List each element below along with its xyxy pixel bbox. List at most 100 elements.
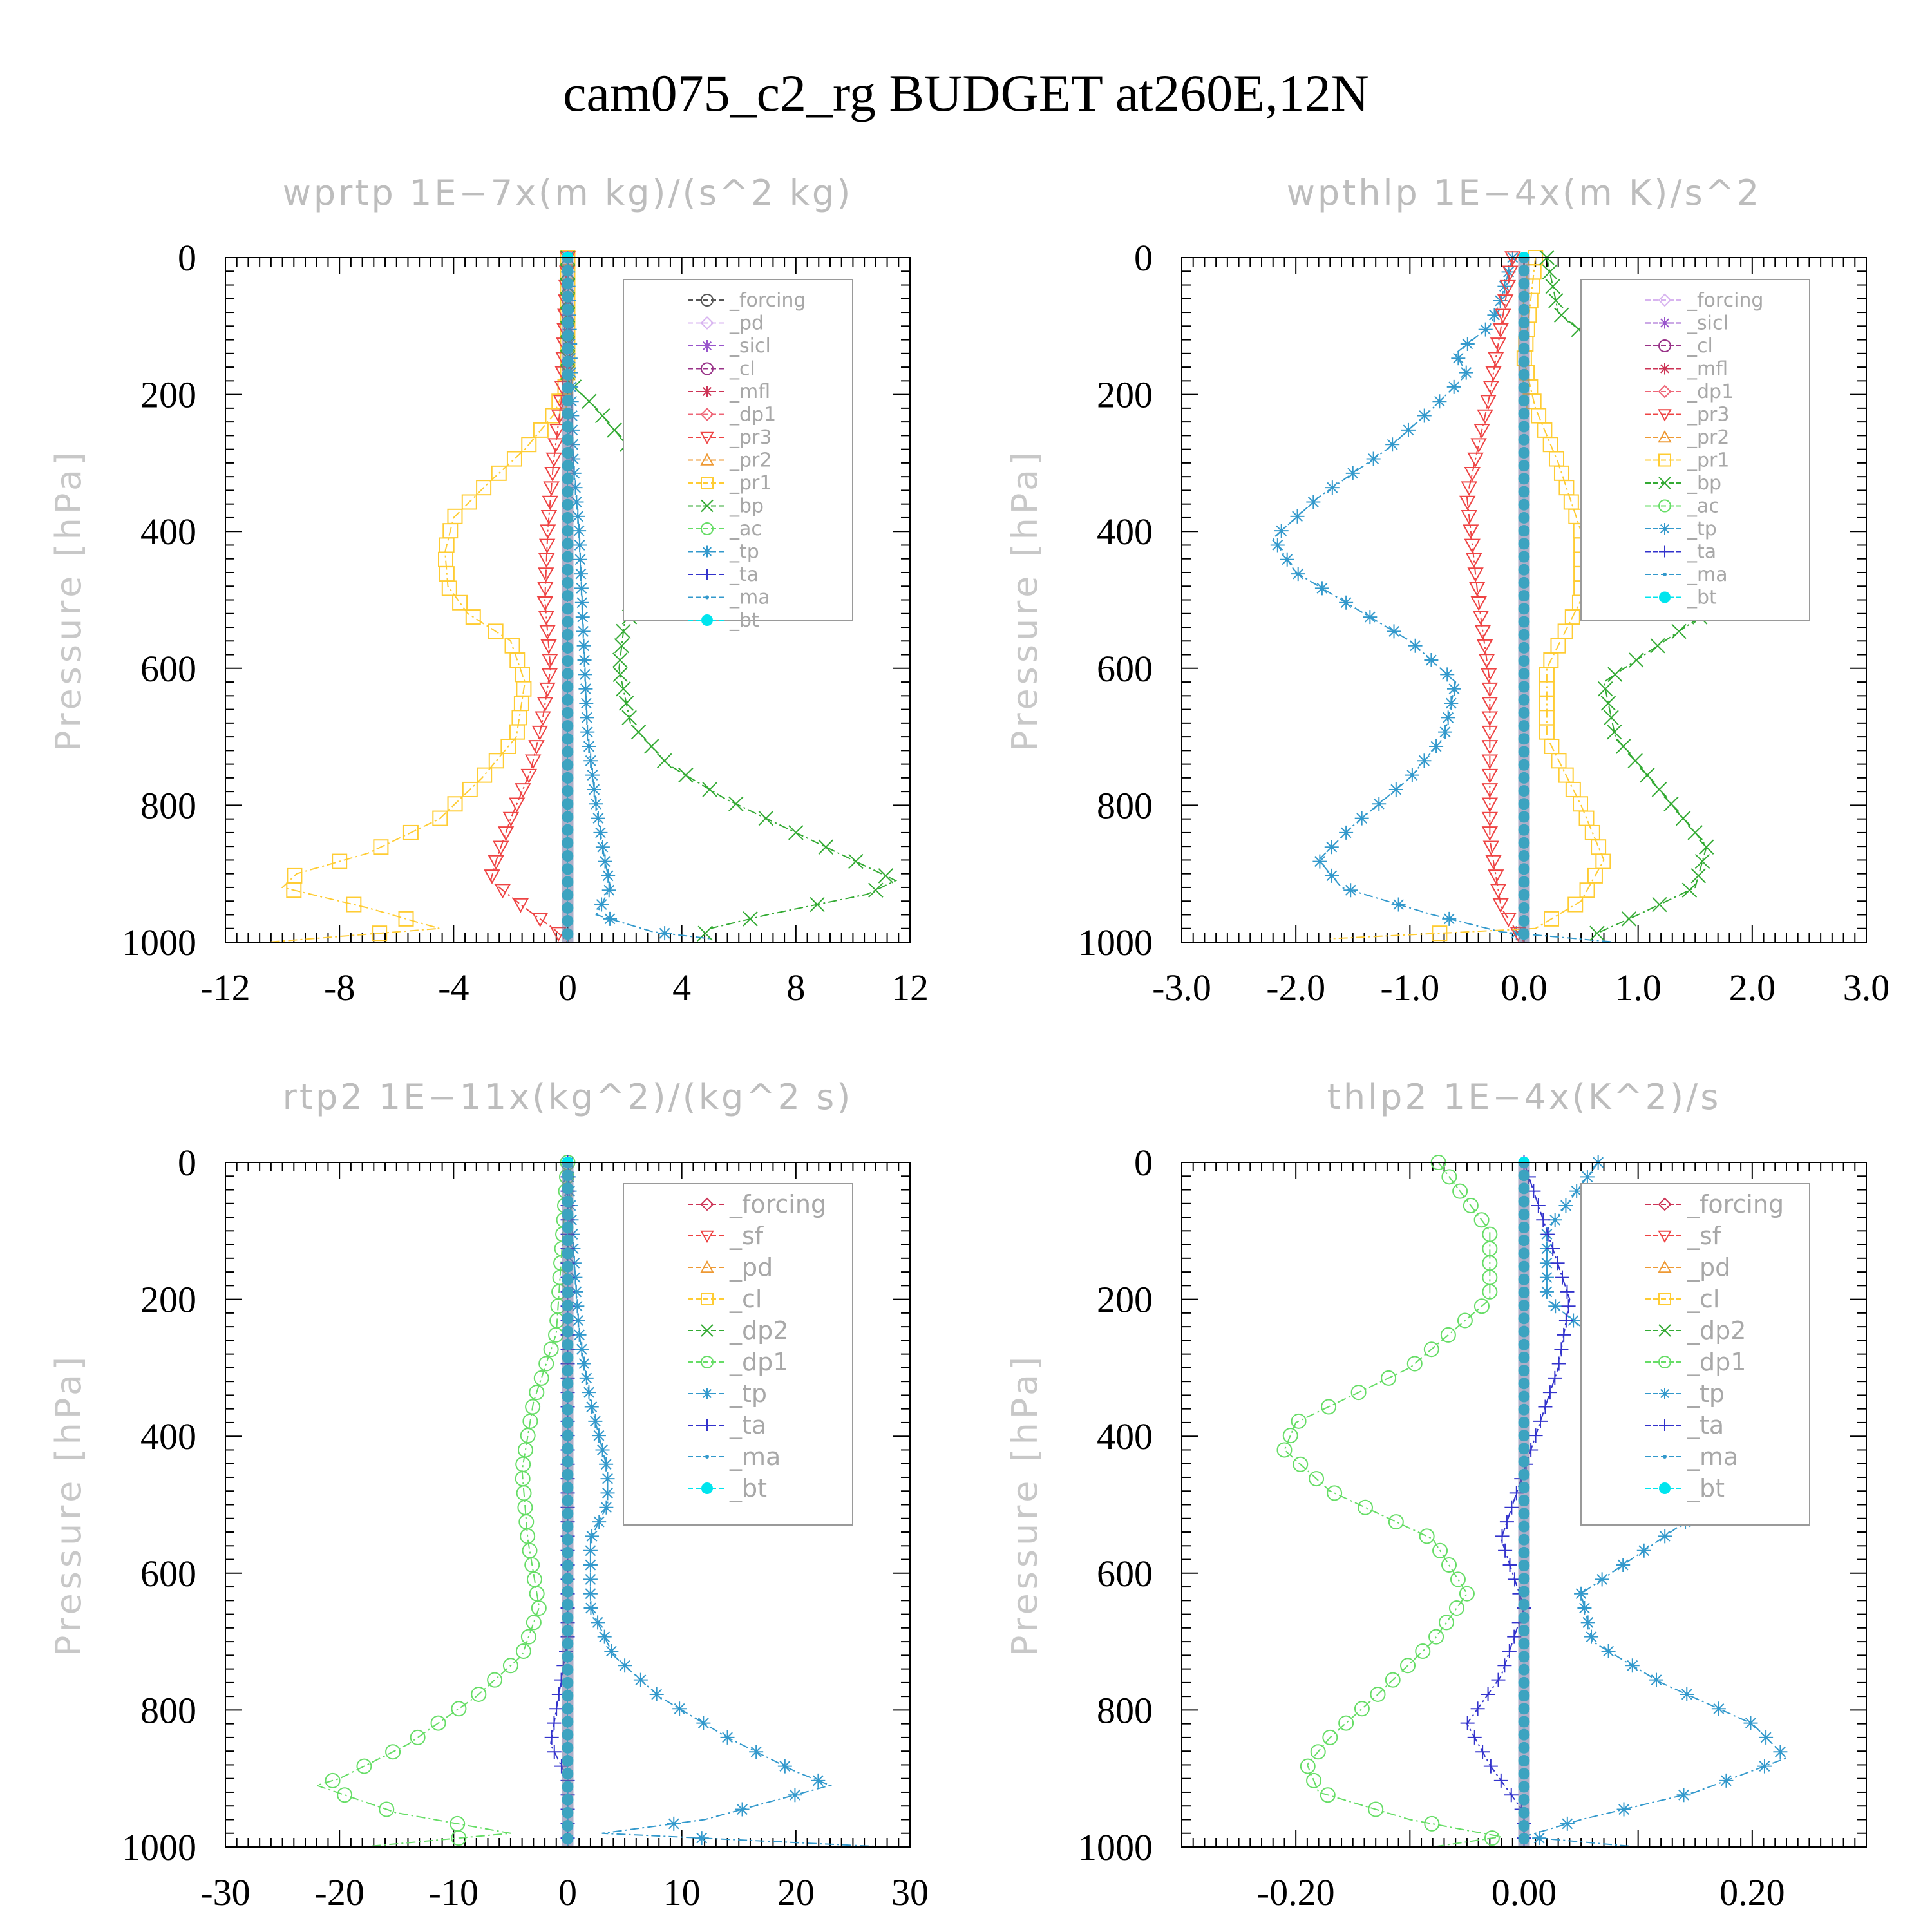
legend-item: _dp1 (688, 404, 776, 426)
series-markers (484, 251, 576, 942)
chart-panel-4: thlp2 1E−4x(K^2)/s Pressure [hPa] -0.20 0.0… (1005, 1077, 1867, 1913)
y-tick-label: 0 (178, 237, 196, 279)
x-tick-label: 12 (891, 967, 929, 1009)
x-tick-label: -1.0 (1380, 967, 1439, 1009)
legend-label: _pr2 (1687, 426, 1729, 449)
legend-label: _cl (1687, 335, 1713, 357)
legend-label: _ta (1687, 541, 1716, 564)
legend-item: _dp1 (1645, 1348, 1746, 1376)
legend-item: _pd (1645, 1253, 1730, 1282)
legend: _forcing _sf _pd _cl _dp2 _dp1 _tp _ta _ma _bt (1580, 1183, 1810, 1526)
axis-ticks (225, 1162, 911, 1848)
x-tick-label: -10 (429, 1871, 478, 1913)
x-tick-label: -0.20 (1257, 1871, 1335, 1913)
y-tick-label: 1000 (122, 922, 196, 963)
legend-box (623, 1183, 853, 1526)
legend-item: _pr2 (688, 450, 772, 472)
x-tick-label: 1.0 (1615, 967, 1662, 1009)
legend-label: _dp1 (729, 1348, 788, 1376)
legend-item: _cl (1645, 1285, 1719, 1313)
legend-item: _pr1 (688, 472, 772, 495)
panel-title: thlp2 1E−4x(K^2)/s (1327, 1077, 1721, 1117)
y-tick-label: 800 (1097, 1689, 1153, 1731)
legend-item: _ta (688, 564, 759, 586)
legend-item: _forcing (688, 1190, 826, 1218)
legend-label: _ta (729, 564, 759, 586)
series-tp (560, 1155, 887, 1848)
legend-item: _tp (688, 1379, 767, 1408)
legend-box (1580, 279, 1810, 621)
series-markers (325, 1155, 576, 1846)
legend-label: _sicl (729, 335, 771, 357)
series-pr1 (268, 250, 576, 943)
series-line (489, 257, 569, 943)
x-tick-label: 0.0 (1501, 967, 1548, 1009)
legend-item: _dp1 (688, 1348, 788, 1376)
x-tick-label: -4 (438, 967, 469, 1009)
y-axis-label: Pressure [hPa] (1005, 1353, 1045, 1656)
x-tick-label: 8 (786, 967, 805, 1009)
panel-title: rtp2 1E−11x(kg^2)/(kg^2 s) (283, 1077, 853, 1117)
legend-item: _pr1 (1645, 450, 1729, 472)
x-tick-label: 20 (777, 1871, 815, 1913)
legend-box (623, 279, 853, 621)
legend-label: _sicl (1687, 312, 1728, 335)
legend-label: _forcing (729, 289, 806, 312)
legend-label: _dp2 (1687, 1316, 1746, 1345)
legend-label: _dp1 (1687, 381, 1734, 403)
y-tick-label: 800 (140, 784, 196, 826)
x-tick-label: -20 (315, 1871, 365, 1913)
legend: _forcing_sicl_cl_mfl_dp1_pr3_pr2_pr1_bp_… (1580, 279, 1810, 621)
y-tick-label: 400 (1097, 1416, 1153, 1457)
legend-item: _tp (1645, 1379, 1725, 1408)
legend-label: _tp (729, 541, 759, 564)
series-line (1272, 257, 1616, 943)
legend-item: _ac (688, 518, 762, 540)
y-tick-label: 200 (1097, 374, 1153, 416)
legend-item: _sicl (688, 335, 771, 357)
y-axis-label: Pressure [hPa] (48, 1353, 89, 1656)
legend-label: _dp1 (1687, 1348, 1746, 1376)
legend-label: _ma (729, 587, 770, 609)
chart-panel-2: wpthlp 1E−4x(m K)/s^2 Pressure [hPa] -3.0 -… (1005, 173, 1889, 1009)
legend-label: _ta (1687, 1411, 1724, 1439)
plot-frame (225, 1162, 911, 1848)
x-tick-label: -8 (324, 967, 355, 1009)
legend-item: _dp2 (688, 1316, 788, 1345)
legend-item: _dp2 (1645, 1316, 1746, 1345)
x-tick-label: 0.00 (1492, 1871, 1557, 1913)
legend-label: _sf (1687, 1222, 1722, 1250)
legend-item: _bt (688, 609, 759, 632)
series-ta (1460, 1155, 1576, 1847)
legend-label: _mfl (1687, 358, 1728, 381)
legend-item: _sicl (1645, 312, 1728, 335)
legend-item: _bt (1645, 587, 1717, 609)
legend-item: _forcing (1645, 289, 1763, 312)
legend-item: _cl (688, 1285, 762, 1313)
legend-label: _bt (729, 609, 759, 632)
legend-label: _forcing (1687, 289, 1763, 312)
series-line (268, 258, 569, 943)
panel-title: wpthlp 1E−4x(m K)/s^2 (1287, 173, 1762, 213)
y-tick-label: 1000 (122, 1826, 196, 1868)
x-tick-label: -30 (200, 1871, 250, 1913)
x-tick-label: 2.0 (1729, 967, 1776, 1009)
legend: _forcing_pd_sicl_cl_mfl_dp1_pr3_pr2_pr1_… (623, 279, 853, 632)
y-tick-label: 800 (1097, 784, 1153, 826)
legend-label: _mfl (729, 381, 770, 403)
legend-label: _cl (729, 358, 755, 381)
zero-terms-band (1518, 1162, 1530, 1847)
legend-item: _ac (1645, 495, 1719, 518)
series-markers (560, 1155, 826, 1846)
y-axis-label: Pressure [hPa] (1005, 448, 1045, 752)
legend-label: _sf (729, 1222, 764, 1250)
chart-panel-1: wprtp 1E−7x(m kg)/(s^2 kg) Pressure [hPa]… (48, 173, 929, 1009)
y-axis-label: Pressure [hPa] (48, 448, 89, 752)
legend-label: _bp (1687, 472, 1721, 495)
y-tick-label: 400 (140, 511, 196, 553)
series-dp1 (314, 1155, 576, 1848)
legend-item: _cl (688, 358, 755, 381)
legend-label: _pr3 (1687, 404, 1729, 426)
series-markers (1276, 1155, 1500, 1846)
y-tick-label: 1000 (1078, 1826, 1153, 1868)
